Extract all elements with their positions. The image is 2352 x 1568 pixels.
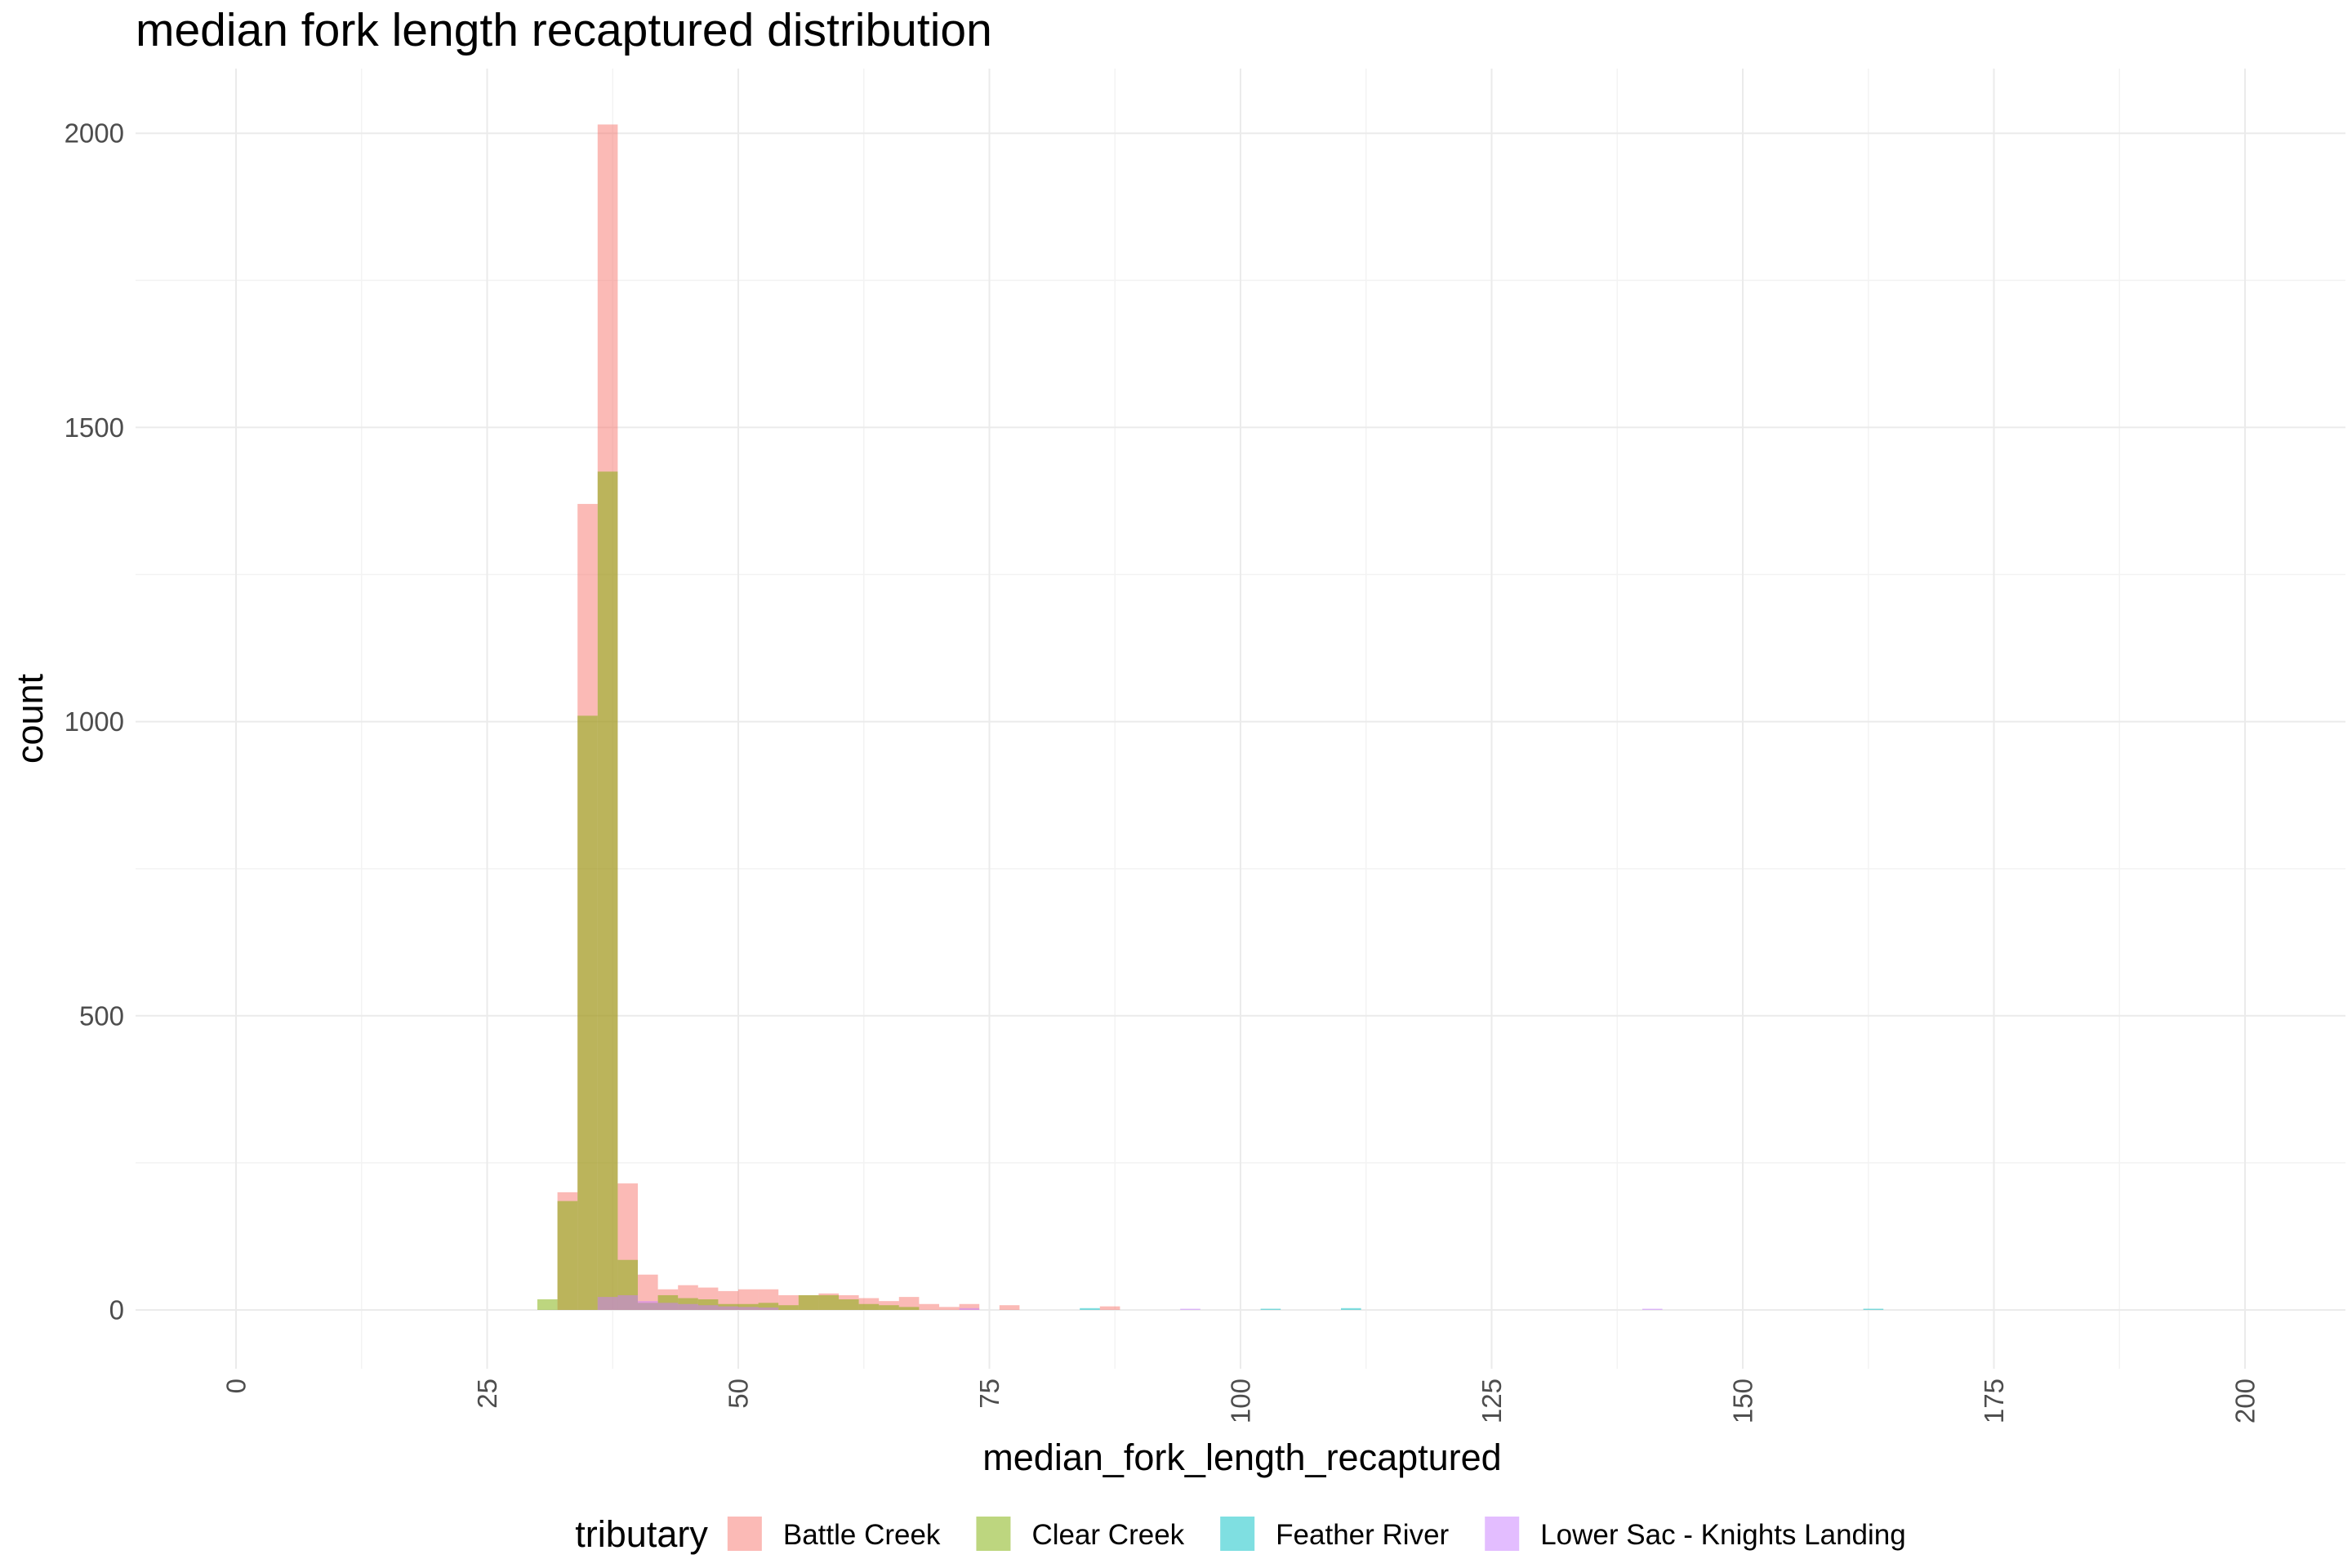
x-tick-label: 150 <box>1728 1379 1758 1423</box>
bar-feather-river <box>1863 1308 1884 1310</box>
bar-lower-sac-knights-landing <box>959 1307 980 1310</box>
bar-lower-sac-knights-landing <box>678 1303 698 1310</box>
legend-label: Clear Creek <box>1031 1519 1184 1551</box>
bar-clear-creek <box>577 715 598 1310</box>
y-axis-ticks: 0 500 1000 1500 2000 <box>65 118 124 1325</box>
bar-battle-creek <box>999 1305 1020 1310</box>
bar-lower-sac-knights-landing <box>738 1307 759 1310</box>
bar-feather-river <box>1260 1308 1281 1310</box>
legend-key <box>976 1517 1011 1551</box>
y-axis-title: count <box>9 673 51 764</box>
y-tick-label: 2000 <box>65 118 124 149</box>
bar-clear-creek <box>858 1303 880 1310</box>
bar-battle-creek <box>898 1297 920 1310</box>
bar-lower-sac-knights-landing <box>638 1301 658 1310</box>
bar-lower-sac-knights-landing <box>597 1297 618 1310</box>
y-tick-label: 0 <box>109 1294 124 1325</box>
bar-clear-creek <box>778 1305 799 1310</box>
y-tick-label: 1500 <box>65 412 124 443</box>
x-tick-label: 25 <box>472 1379 502 1409</box>
x-axis-title: median_fork_length_recaptured <box>982 1437 1501 1478</box>
bar-clear-creek <box>898 1307 920 1310</box>
bar-lower-sac-knights-landing <box>1642 1308 1663 1310</box>
grid <box>136 69 2345 1369</box>
bar-battle-creek <box>939 1307 960 1310</box>
x-tick-label: 0 <box>221 1379 252 1393</box>
bar-clear-creek <box>557 1200 578 1310</box>
bar-lower-sac-knights-landing <box>617 1294 638 1310</box>
bar-battle-creek <box>959 1303 980 1310</box>
legend-title: tributary <box>575 1513 708 1555</box>
x-tick-label: 100 <box>1226 1379 1256 1423</box>
bar-clear-creek <box>597 471 618 1310</box>
bar-feather-river <box>1080 1307 1100 1310</box>
legend-label: Feather River <box>1276 1519 1449 1551</box>
bar-feather-river <box>1341 1307 1361 1310</box>
y-tick-label: 1000 <box>65 706 124 737</box>
bar-lower-sac-knights-landing <box>718 1306 738 1310</box>
bar-lower-sac-knights-landing <box>1180 1308 1200 1310</box>
bar-clear-creek <box>798 1294 819 1310</box>
bar-clear-creek <box>758 1303 779 1310</box>
legend-label: Battle Creek <box>783 1519 941 1551</box>
bar-lower-sac-knights-landing <box>657 1303 679 1310</box>
x-tick-label: 75 <box>974 1379 1004 1409</box>
x-tick-label: 125 <box>1477 1379 1507 1423</box>
legend-key <box>727 1517 762 1551</box>
bar-battle-creek <box>1099 1306 1120 1310</box>
x-axis-ticks: 0 25 50 75 100 125 150 175 200 <box>221 1379 2261 1423</box>
legend-key <box>1220 1517 1255 1551</box>
bar-lower-sac-knights-landing <box>758 1307 779 1310</box>
legend: tributary Battle Creek Clear Creek Feather … <box>575 1513 1905 1555</box>
bar-battle-creek <box>919 1303 939 1310</box>
legend-key <box>1485 1517 1520 1551</box>
bar-lower-sac-knights-landing <box>697 1305 719 1310</box>
x-tick-label: 175 <box>1979 1379 2009 1423</box>
bar-clear-creek <box>839 1298 859 1310</box>
x-tick-label: 200 <box>2230 1379 2261 1423</box>
histogram-bars <box>537 124 1884 1310</box>
bar-clear-creek <box>537 1298 558 1310</box>
x-tick-label: 50 <box>724 1379 754 1409</box>
y-tick-label: 500 <box>79 1000 124 1031</box>
legend-label: Lower Sac - Knights Landing <box>1540 1519 1906 1551</box>
bar-clear-creek <box>818 1294 839 1310</box>
chart-title: median fork length recaptured distributi… <box>136 4 992 56</box>
bar-clear-creek <box>879 1305 899 1310</box>
